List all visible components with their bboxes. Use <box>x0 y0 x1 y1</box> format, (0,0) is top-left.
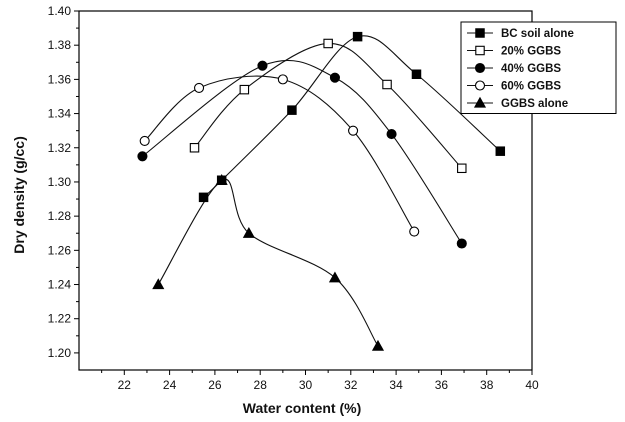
x-tick-label: 40 <box>525 378 539 392</box>
legend-label: GGBS alone <box>501 98 568 110</box>
data-point <box>287 105 297 115</box>
data-point <box>189 143 200 153</box>
x-tick-label: 26 <box>208 378 222 392</box>
data-point <box>371 339 385 351</box>
data-point <box>409 226 420 237</box>
y-tick-label: 1.36 <box>48 72 72 86</box>
x-tick-label: 22 <box>118 378 132 392</box>
data-point <box>137 151 148 162</box>
data-point <box>457 163 467 174</box>
data-point <box>328 271 341 283</box>
x-tick-label: 24 <box>163 378 177 392</box>
legend: BC soil alone 20% GGBS 40% GGBS 60% GGBS GGB… <box>460 21 617 114</box>
y-axis-title: Dry density (g/cc) <box>11 136 27 253</box>
data-point <box>411 69 422 80</box>
data-point <box>386 129 397 140</box>
legend-marker <box>474 80 486 91</box>
series-line-4 <box>157 178 379 347</box>
data-point <box>323 38 333 49</box>
series-line-0 <box>203 35 501 198</box>
data-point <box>456 238 467 249</box>
legend-label: 40% GGBS <box>501 63 561 75</box>
x-tick-label: 34 <box>389 378 403 392</box>
y-tick-label: 1.24 <box>48 278 72 292</box>
data-point <box>242 227 255 238</box>
y-tick-label: 1.28 <box>48 209 72 223</box>
series-line-3 <box>144 75 415 232</box>
data-point <box>382 79 392 90</box>
axes: 22 24 26 28 30 32 34 36 38 40 1.20 1.22 1.24 1.26 1.28… <box>48 4 539 392</box>
x-axis-title: Water content (%) <box>243 400 361 416</box>
legend-label: 20% GGBS <box>501 46 561 58</box>
data-point <box>277 74 288 85</box>
y-tick-label: 1.26 <box>48 243 72 257</box>
data-point <box>193 82 205 93</box>
legend-marker <box>474 62 486 74</box>
data-point <box>348 125 359 136</box>
y-tick-label: 1.32 <box>48 141 72 155</box>
legend-label: 60% GGBS <box>501 81 561 93</box>
y-tick-label: 1.40 <box>48 4 72 18</box>
legend-marker <box>473 96 487 108</box>
series-curves <box>142 35 501 347</box>
legend-marker <box>475 28 485 38</box>
series-markers <box>137 31 506 351</box>
y-tick-label: 1.34 <box>48 107 72 121</box>
data-point <box>329 72 340 83</box>
y-tick-label: 1.38 <box>48 38 72 52</box>
y-tick-label: 1.22 <box>48 312 72 326</box>
data-point <box>152 278 165 290</box>
legend-label: BC soil alone <box>501 28 574 40</box>
x-tick-label: 28 <box>254 378 268 392</box>
data-point <box>239 84 250 95</box>
x-tick-label: 36 <box>435 378 449 392</box>
data-point <box>352 31 363 42</box>
data-point <box>257 60 268 71</box>
y-tick-label: 1.20 <box>48 346 72 360</box>
legend-marker <box>475 45 485 56</box>
data-point <box>215 174 228 185</box>
y-tick-label: 1.30 <box>48 175 72 189</box>
data-point <box>139 135 150 146</box>
x-tick-label: 38 <box>480 378 494 392</box>
data-point <box>198 192 209 203</box>
x-tick-label: 30 <box>299 378 313 392</box>
data-point <box>495 146 506 156</box>
x-tick-label: 32 <box>344 378 358 392</box>
